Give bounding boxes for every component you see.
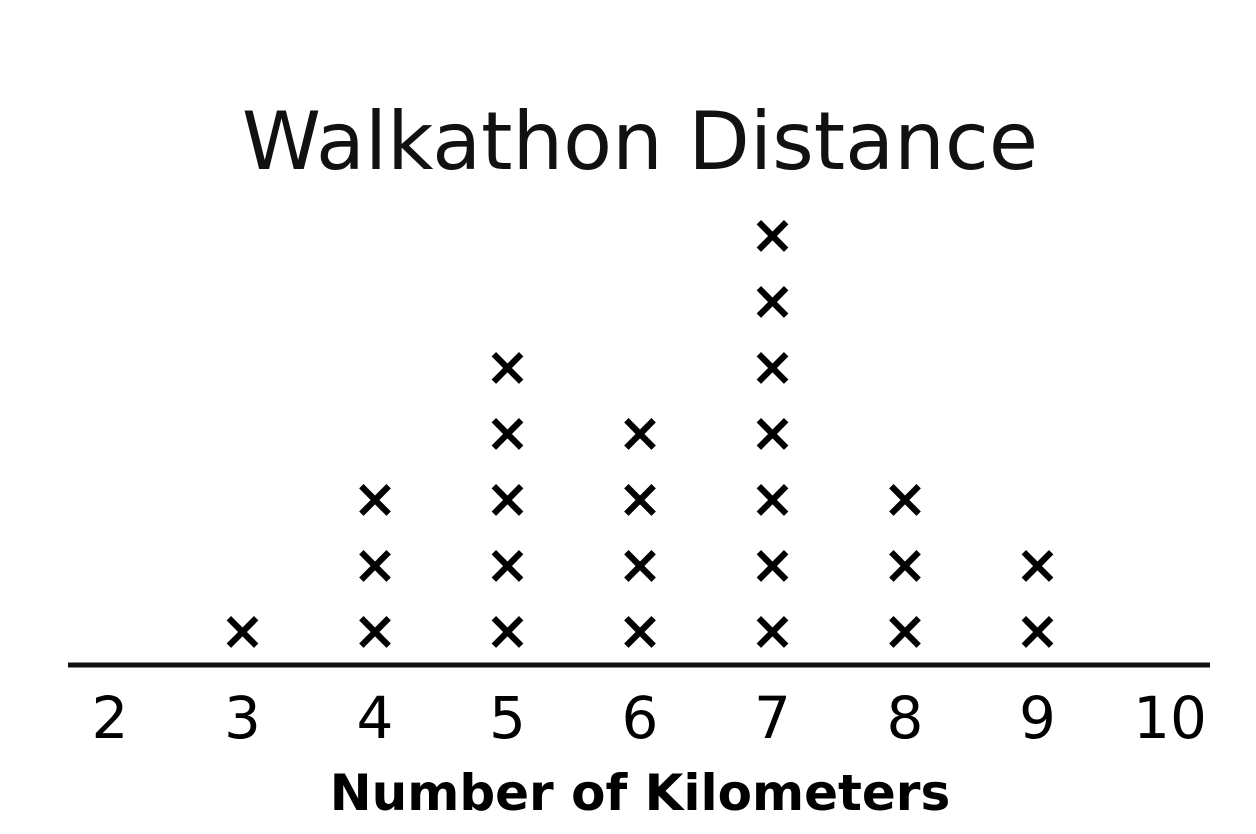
x-mark: × <box>352 467 397 530</box>
x-mark: × <box>617 599 662 662</box>
x-mark: × <box>750 599 795 662</box>
x-tick-label: 9 <box>1019 684 1056 752</box>
x-mark: × <box>1015 599 1060 662</box>
dot-plot-marks: × ×××××××××××××××××××××××× <box>220 203 1060 662</box>
x-tick-label: 6 <box>622 684 659 752</box>
x-mark: × <box>750 269 795 332</box>
x-mark: × <box>485 335 530 398</box>
x-mark: × <box>750 467 795 530</box>
x-mark: × <box>750 335 795 398</box>
x-mark: × <box>882 599 927 662</box>
x-tick-label: 3 <box>224 684 261 752</box>
x-mark: × <box>750 533 795 596</box>
x-mark: × <box>352 533 397 596</box>
x-tick-label: 2 <box>92 684 129 752</box>
x-tick-label: 8 <box>887 684 924 752</box>
chart-title: Walkathon Distance <box>241 95 1039 188</box>
x-mark: × <box>882 467 927 530</box>
x-mark: × <box>1015 533 1060 596</box>
x-tick-label: 7 <box>754 684 791 752</box>
x-mark: × <box>750 401 795 464</box>
x-tick-label: 5 <box>489 684 526 752</box>
x-mark: × <box>220 599 265 662</box>
x-mark: × <box>485 401 530 464</box>
x-mark: × <box>352 599 397 662</box>
x-mark: × <box>617 533 662 596</box>
x-axis-ticks: 2 3 4 5 6 7 8 9 10 <box>92 684 1207 752</box>
x-mark: × <box>882 533 927 596</box>
x-tick-label: 4 <box>357 684 394 752</box>
x-mark: × <box>617 467 662 530</box>
x-tick-label: 10 <box>1133 684 1207 752</box>
x-mark: × <box>485 533 530 596</box>
x-axis-label: Number of Kilometers <box>330 764 950 822</box>
x-mark: × <box>485 467 530 530</box>
x-mark: × <box>750 203 795 266</box>
x-mark: × <box>617 401 662 464</box>
x-mark: × <box>485 599 530 662</box>
